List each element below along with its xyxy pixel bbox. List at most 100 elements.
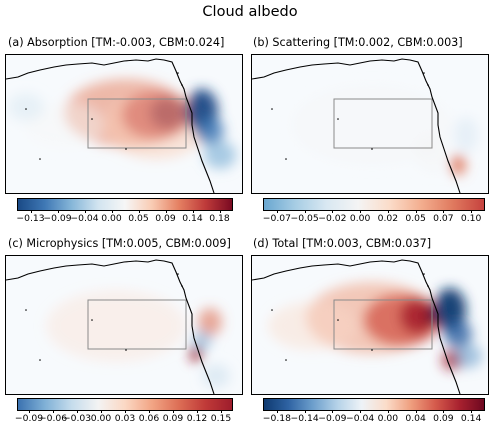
anomaly-region — [198, 308, 222, 336]
colorbar-tick-label: −0.09 — [318, 413, 347, 424]
colorbar-tick-label: −0.13 — [16, 213, 45, 224]
anomaly-region — [424, 306, 436, 326]
coastline — [252, 58, 461, 193]
colorbar-tick-mark — [219, 210, 221, 213]
colorbar-tick-mark — [197, 410, 198, 413]
study-region-box — [333, 98, 433, 149]
colorbar-tick-mark — [276, 410, 278, 413]
heatmap-field — [252, 58, 478, 193]
colorbar-tick-label: −0.03 — [62, 413, 92, 424]
island-dot — [25, 309, 27, 311]
colorbar-tick-label: −0.04 — [346, 413, 375, 424]
panel-a-map — [5, 54, 243, 194]
colorbar-tick-mark — [138, 210, 140, 213]
study-region-box — [87, 299, 187, 350]
colorbar-tick-mark — [443, 410, 445, 413]
island-dot — [371, 148, 373, 150]
anomaly-region — [400, 298, 436, 334]
anomaly-region — [196, 117, 224, 145]
anomaly-region — [416, 137, 448, 173]
island-dot — [285, 359, 287, 361]
colorbar-tick-mark — [415, 210, 417, 213]
island-dot — [427, 84, 429, 86]
heatmap-field — [6, 58, 236, 193]
colorbar-tick-label: 0.05 — [128, 213, 149, 224]
panel-b-colorbar-ticks: −0.07 −0.05 −0.02 0.00 0.02 0.05 0.07 0.10 — [262, 210, 485, 229]
colorbar-tick-label: 0.06 — [138, 413, 160, 424]
colorbar-tick-label: −0.05 — [290, 213, 319, 224]
coastline — [6, 259, 215, 394]
island-dot — [39, 359, 41, 361]
colorbar-tick-mark — [165, 210, 167, 213]
island-dot — [271, 309, 273, 311]
island-dot — [285, 158, 287, 160]
colorbar-tick-mark — [304, 210, 306, 213]
colorbar-tick-label: −0.04 — [70, 213, 99, 224]
island-dot — [423, 273, 425, 275]
colorbar-tick-label: −0.18 — [262, 413, 291, 424]
heatmap-field — [252, 259, 482, 394]
colorbar-tick-label: 0.00 — [101, 213, 122, 224]
colorbar-tick-mark — [443, 210, 445, 213]
heatmap-field — [6, 259, 230, 394]
island-dot — [181, 84, 183, 86]
colorbar-tick-label: 0.00 — [90, 413, 112, 424]
panel-d-title: (d) Total [TM:0.003, CBM:0.037] — [253, 237, 432, 250]
colorbar-tick-mark — [101, 410, 102, 413]
colorbar-tick-mark — [173, 410, 174, 413]
colorbar-tick-mark — [304, 410, 306, 413]
colorbar-tick-mark — [84, 210, 86, 213]
colorbar-tick-label: 0.02 — [377, 213, 399, 224]
colorbar-tick-mark — [30, 210, 32, 213]
colorbar-tick-label: −0.07 — [262, 213, 291, 224]
anomaly-region — [8, 93, 44, 121]
panel-b-map — [251, 54, 489, 194]
panel-a-title: (a) Absorption [TM:-0.003, CBM:0.024] — [8, 36, 225, 49]
colorbar-tick-label: 0.14 — [460, 413, 482, 424]
panel-b-colorbar — [263, 198, 485, 211]
anomaly-region — [104, 91, 208, 159]
island-dot — [91, 118, 93, 120]
island-dot — [271, 108, 273, 110]
study-region-box — [333, 299, 433, 350]
anomaly-region — [202, 364, 230, 388]
island-dot — [371, 349, 373, 351]
colorbar-tick-label: 0.03 — [114, 413, 136, 424]
colorbar-tick-mark — [149, 410, 150, 413]
island-dot — [91, 319, 93, 321]
panel-c-colorbar-ticks: −0.09 −0.06 −0.03 0.00 0.03 0.06 0.09 0.12 0.15 — [14, 410, 233, 429]
colorbar-tick-mark — [53, 410, 54, 413]
colorbar-tick-label: 0.18 — [209, 213, 230, 224]
anomaly-region — [46, 290, 186, 362]
colorbar-tick-label: −0.06 — [38, 413, 68, 424]
colorbar-tick-mark — [387, 210, 389, 213]
island-dot — [125, 148, 127, 150]
anomaly-region — [292, 85, 452, 165]
anomaly-region — [454, 344, 482, 368]
panel-d-colorbar-ticks: −0.18 −0.14 −0.09 −0.04 0.00 0.04 0.09 0.14 — [262, 410, 485, 429]
colorbar-tick-mark — [125, 410, 126, 413]
panel-c-map — [5, 255, 243, 395]
colorbar-tick-mark — [29, 410, 30, 413]
colorbar-tick-mark — [471, 410, 473, 413]
colorbar-tick-mark — [360, 210, 362, 213]
island-dot — [177, 273, 179, 275]
colorbar-tick-label: −0.02 — [318, 213, 347, 224]
colorbar-tick-label: −0.14 — [290, 413, 319, 424]
colorbar-tick-label: 0.05 — [405, 213, 426, 224]
colorbar-tick-label: 0.04 — [405, 413, 426, 424]
anomaly-region — [268, 302, 356, 350]
panel-b-title: (b) Scattering [TM:0.002, CBM:0.003] — [253, 36, 463, 49]
anomaly-region — [444, 320, 472, 348]
colorbar-tick-label: −0.09 — [14, 413, 44, 424]
coastline — [6, 58, 215, 193]
study-region-box — [87, 98, 187, 149]
anomaly-region — [24, 103, 104, 147]
colorbar-tick-label: 0.09 — [433, 413, 454, 424]
colorbar-tick-label: 0.12 — [186, 413, 208, 424]
anomaly-region — [190, 346, 202, 362]
panel-d-map — [251, 255, 489, 395]
colorbar-tick-mark — [360, 410, 362, 413]
colorbar-tick-mark — [77, 410, 78, 413]
panel-d-colorbar — [263, 398, 485, 411]
